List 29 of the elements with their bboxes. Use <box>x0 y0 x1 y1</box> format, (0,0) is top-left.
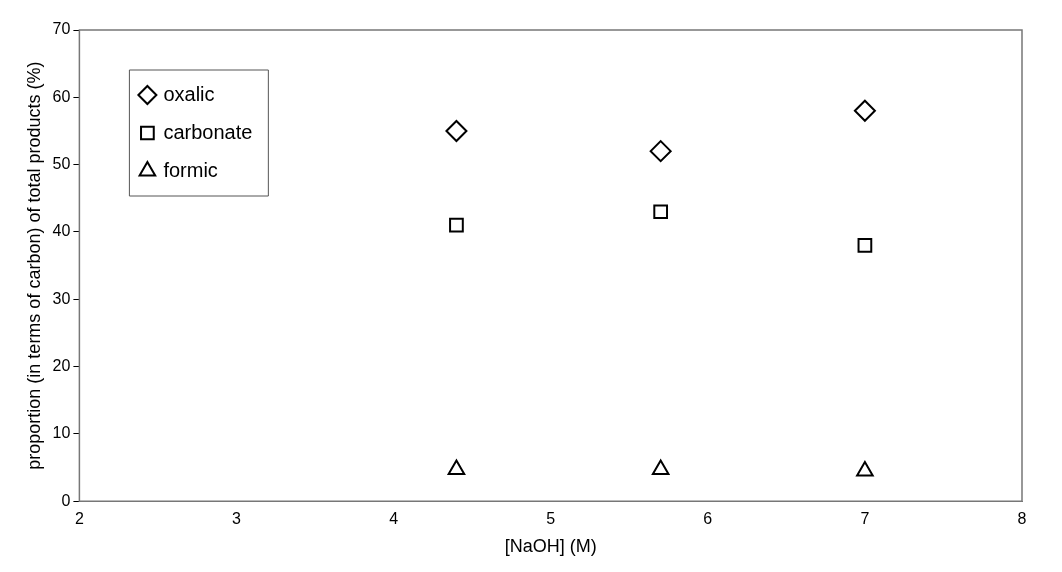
x-tick-label: 6 <box>703 510 713 528</box>
legend-label: carbonate <box>163 120 253 143</box>
y-tick-label: 60 <box>52 87 71 105</box>
point <box>449 217 464 233</box>
point <box>447 459 466 476</box>
y-tick-label: 0 <box>61 491 71 509</box>
legend-label: formic <box>163 158 218 181</box>
x-tick-label: 8 <box>1017 510 1027 528</box>
y-tick-label: 10 <box>52 424 71 442</box>
point <box>649 140 672 163</box>
point <box>651 459 670 476</box>
y-axis-title: proportion (in terms of carbon) of total products (%) <box>23 61 44 470</box>
x-axis-title: [NaOH] (M) <box>504 536 597 557</box>
x-tick-label: 3 <box>232 510 242 528</box>
point <box>853 99 876 122</box>
x-tick-label: 7 <box>860 510 870 528</box>
point <box>653 204 669 220</box>
legend-label: oxalic <box>163 82 215 105</box>
x-tick-label: 2 <box>74 510 84 528</box>
point <box>445 119 468 142</box>
y-tick-label: 20 <box>52 356 71 374</box>
point <box>857 238 873 253</box>
y-tick-label: 70 <box>52 20 71 38</box>
x-tick-label: 5 <box>546 510 556 528</box>
y-tick-label: 50 <box>52 155 71 173</box>
y-tick-label: 30 <box>52 289 71 307</box>
x-tick-label: 4 <box>389 510 399 528</box>
point <box>856 460 874 477</box>
y-tick-label: 40 <box>52 222 71 240</box>
